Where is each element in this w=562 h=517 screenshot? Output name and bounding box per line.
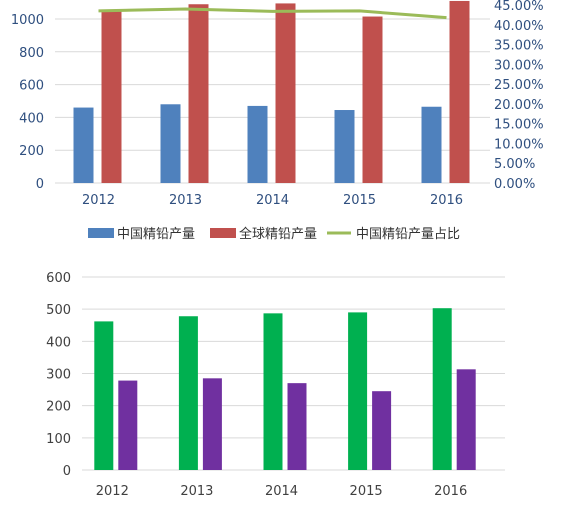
y2-tick-label: 35.00% [494,39,544,54]
x-tick-label: 2014 [256,193,289,208]
x-tick-label: 2013 [169,193,202,208]
y-tick-label: 600 [19,79,44,94]
bar [160,104,181,183]
y2-tick-label: 10.00% [494,137,544,152]
bar [263,313,283,470]
y-tick-label: 100 [46,432,71,447]
y2-tick-label: 40.00% [494,19,544,34]
bar [334,110,355,183]
y-tick-label: 800 [19,46,44,61]
y-tick-label: 0 [63,464,71,479]
y-tick-label: 200 [19,144,44,159]
legend-swatch [210,228,236,238]
y2-tick-label: 5.00% [494,157,535,172]
bar [449,0,470,183]
legend-label: 全球精铅产量 [239,226,317,242]
bar [372,391,392,470]
bar [178,316,198,470]
bar [101,10,122,183]
bar [432,308,452,470]
bar [118,380,138,470]
y-tick-label: 600 [46,271,71,286]
x-tick-label: 2012 [82,193,115,208]
bar [202,378,222,470]
y2-tick-label: 15.00% [494,118,544,133]
y2-tick-label: 25.00% [494,78,544,93]
y2-tick-label: 45.00% [494,0,544,14]
bar [348,312,368,470]
top-chart-legend: 中国精铅产量 全球精铅产量 中国精铅产量占比 [88,226,460,242]
bar [94,321,114,470]
bar [421,106,442,183]
x-tick-label: 2015 [343,193,376,208]
x-tick-label: 2012 [96,484,129,499]
bar [456,369,476,470]
y-tick-label: 500 [46,303,71,318]
bar [362,16,383,184]
y-tick-label: 200 [46,400,71,415]
legend-label: 中国精铅产量占比 [356,227,460,242]
bar [287,383,307,470]
bar [188,4,209,183]
y-tick-label: 400 [19,111,44,126]
y-tick-label: 400 [46,335,71,350]
series-line [98,7,447,20]
top-chart: 0 200 400 600 800 1000 0.00% 5.00% 10.00% 15.00% 2… [11,0,544,208]
y-tick-label: 1000 [11,13,44,28]
y-tick-label: 300 [46,368,71,383]
x-tick-label: 2015 [350,484,383,499]
legend-swatch [88,228,114,238]
bar [275,3,296,184]
x-tick-label: 2014 [265,484,298,499]
bar [247,105,268,183]
bottom-chart: 0 100 200 300 400 500 600 2012 2013 2014 2015 2016 [46,271,505,499]
legend-label: 中国精铅产量 [117,227,195,242]
x-tick-label: 2016 [434,484,467,499]
x-tick-label: 2013 [180,484,213,499]
y2-tick-label: 20.00% [494,98,544,113]
y-tick-label: 0 [36,177,44,192]
x-tick-label: 2016 [430,193,463,208]
bar [73,107,94,183]
y2-tick-label: 0.00% [494,177,535,192]
y2-tick-label: 30.00% [494,58,544,73]
